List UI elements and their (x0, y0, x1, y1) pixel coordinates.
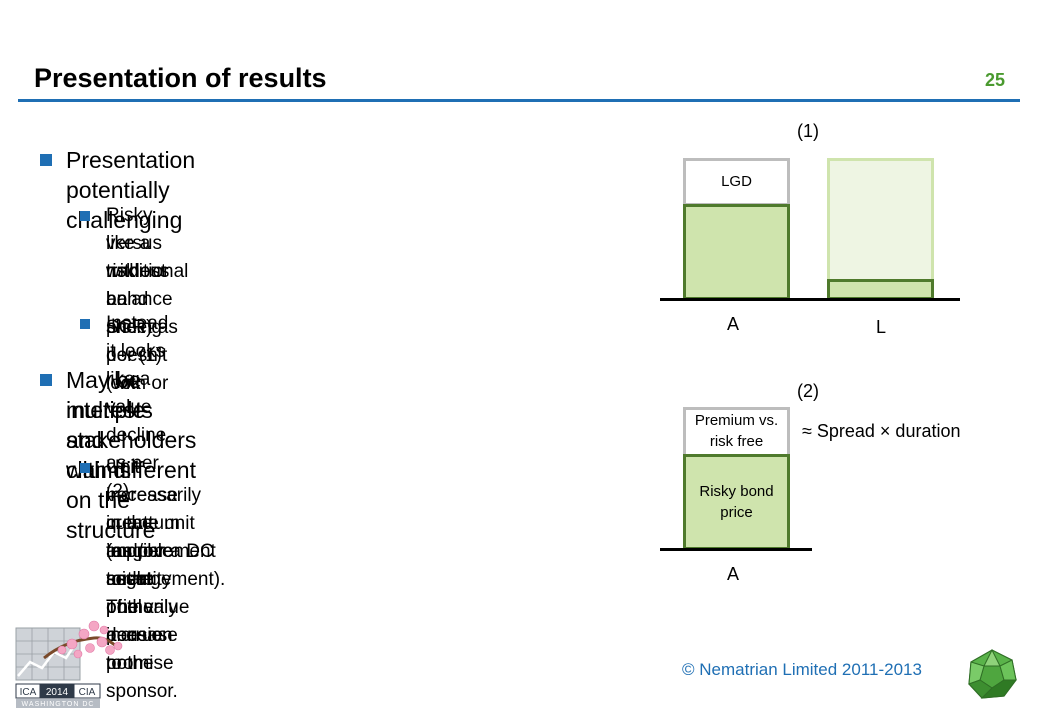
sub-bullet-line: Risky versus riskless bond pricing doesn… (106, 205, 170, 394)
risky-bond-label-line: Risky bond (699, 483, 774, 500)
axis-label-a: A (727, 564, 740, 584)
logo-text-cia: CIA (79, 687, 96, 698)
sub-bullet-line: like a traditional balance sheet as per … (106, 233, 189, 394)
premium-label-line: risk free (709, 433, 764, 450)
axis-label-a: A (727, 314, 740, 334)
lgd-label: LGD (721, 173, 752, 190)
risky-bond-label: Risky bond price (683, 481, 790, 523)
diagram-label: (2) (797, 381, 819, 401)
liability-bar (827, 279, 934, 300)
bullet-marker (40, 374, 52, 386)
bullet-text: interests and claims on the structure (66, 397, 156, 543)
sub-bullet-line: necessarily create unit improvement to t… (106, 485, 216, 590)
sub-bullet-line: without an SCR) (106, 261, 167, 338)
sub-bullet-marker (80, 211, 90, 221)
spread-annotation: ≈ Spread × duration (802, 421, 961, 441)
diagram-label: (1) (797, 121, 819, 141)
title-divider (18, 99, 1020, 102)
sub-bullet-line: Instead it looks like a value decline as… (106, 313, 169, 502)
ica-logo-graphic: ICA 2014 CIA WASHINGTON DC (15, 620, 123, 708)
bullet-text: May be multiple stakeholders with differ… (66, 367, 197, 483)
sub-bullet-line: might primarily accrue to the sponsor. (106, 569, 178, 702)
baseline (660, 548, 812, 551)
sub-bullet-line: (as per a DC arrangement). The value inc… (106, 541, 226, 646)
logo-subtext: WASHINGTON DC (22, 701, 95, 708)
slide-number: 25 (985, 70, 1006, 90)
ica-logo: ICA 2014 CIA WASHINGTON DC (14, 618, 124, 710)
liability-upper-box (827, 158, 934, 282)
copyright-text: © Nematrian Limited 2011-2013 (682, 660, 922, 679)
premium-label: Premium vs. risk free (683, 410, 790, 452)
bullet-marker (40, 154, 52, 166)
slide-title: Presentation of results (34, 63, 327, 93)
logo-text-ica: ICA (20, 687, 37, 698)
sub-bullet-marker (80, 463, 90, 473)
risky-bond-label-line: price (720, 504, 753, 521)
sub-bullet-marker (80, 319, 90, 329)
nematrian-logo-icon (966, 648, 1018, 700)
sub-bullet-line: quantum and/or security of the pension p… (106, 513, 180, 674)
logo-text-year: 2014 (46, 687, 69, 698)
axis-label-l: L (876, 317, 887, 337)
premium-label-line: Premium vs. (694, 412, 779, 429)
baseline (660, 298, 960, 301)
sub-bullet-line: Unit increase in the tangible asset pool… (106, 457, 178, 674)
bullet-text: Presentation potentially challenging (66, 147, 196, 233)
asset-bar (683, 204, 790, 300)
